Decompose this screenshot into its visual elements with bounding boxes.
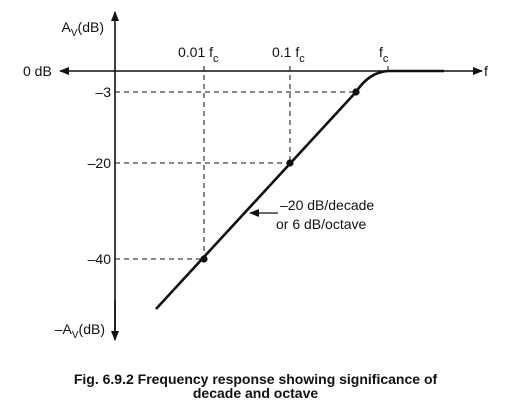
y-axis-label-bottom: –AV(dB)	[55, 321, 105, 341]
slope-annotation-line1: –20 dB/decade	[280, 197, 374, 213]
y-tick-minus20: –20	[88, 155, 112, 171]
point-minus20	[286, 159, 294, 167]
freq-mark-001fc: 0.01 fc	[178, 44, 219, 65]
point-minus3	[352, 88, 360, 96]
slope-annotation-line2: or 6 dB/octave	[276, 216, 366, 232]
frequency-response-diagram: AV(dB) –AV(dB) f 0 dB –3 –20 –40 0.01 fc…	[23, 11, 488, 341]
y-axis-label-top: AV(dB)	[62, 19, 104, 39]
figure-caption-line1: Fig. 6.9.2 Frequency response showing si…	[73, 371, 438, 387]
zero-db-label: 0 dB	[23, 63, 52, 79]
x-axis-label: f	[484, 63, 488, 79]
freq-mark-fc: fc	[379, 44, 389, 65]
figure-caption-line2: decade and octave	[192, 385, 319, 401]
y-tick-minus40: –40	[88, 251, 112, 267]
y-tick-minus3: –3	[95, 84, 111, 100]
point-minus40	[200, 255, 208, 263]
response-curve	[155, 69, 444, 310]
freq-mark-01fc: 0.1 fc	[272, 44, 305, 65]
